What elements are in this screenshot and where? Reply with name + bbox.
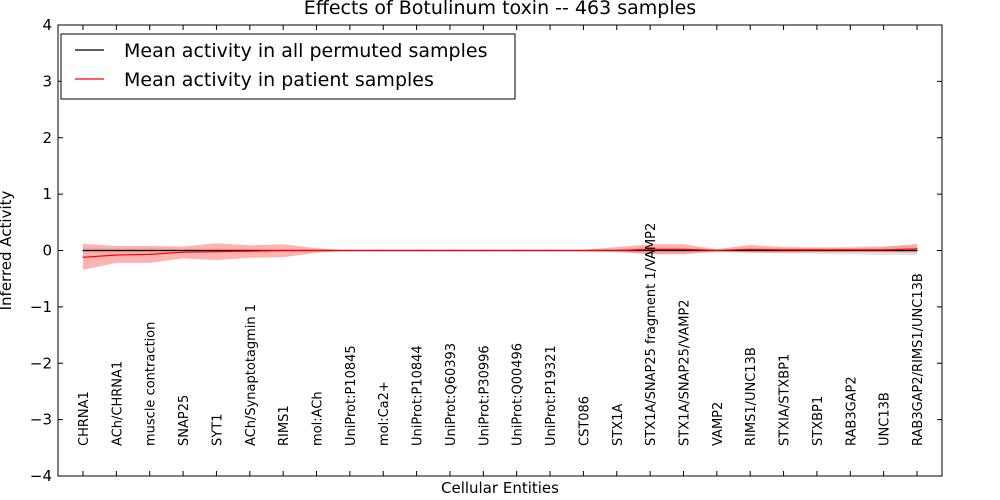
band-patient — [83, 243, 917, 270]
legend: Mean activity in all permuted samples Me… — [60, 33, 516, 100]
x-tick-label: muscle contraction — [144, 322, 159, 446]
y-tick-label: −1 — [30, 298, 52, 316]
point-permuted — [916, 249, 918, 252]
y-tick-label: −3 — [30, 411, 52, 429]
point-patient — [282, 249, 284, 252]
legend-label-patient: Mean activity in patient samples — [124, 69, 434, 91]
x-tick-label: UniProt:Q00496 — [511, 343, 526, 446]
x-tick-label: CST086 — [577, 396, 592, 446]
point-patient — [682, 248, 685, 250]
x-tick-label: UniProt:Q60393 — [444, 343, 459, 446]
point-patient — [516, 249, 518, 252]
point-patient — [149, 253, 151, 256]
point-patient — [916, 248, 918, 250]
y-tick-label: 0 — [42, 242, 52, 260]
point-permuted — [215, 249, 218, 252]
point-permuted — [149, 249, 151, 252]
point-patient — [382, 249, 384, 252]
point-patient — [816, 249, 818, 251]
x-tick-label: mol:ACh — [311, 391, 326, 446]
y-axis-label: Inferred Activity — [0, 190, 15, 310]
point-patient — [616, 249, 618, 252]
point-patient — [649, 248, 651, 250]
x-tick-label: CHRNA1 — [77, 391, 92, 446]
point-permuted — [682, 249, 685, 252]
point-patient — [349, 249, 351, 252]
x-tick-label: RIMS1/UNC13B — [744, 347, 759, 446]
x-tick-label: UniProt:P30996 — [477, 345, 492, 446]
x-tick-label: ACh/CHRNA1 — [110, 361, 125, 446]
y-tick-label: 1 — [42, 185, 52, 203]
point-patient — [849, 249, 851, 251]
point-permuted — [182, 249, 184, 252]
x-axis-label: Cellular Entities — [441, 479, 559, 497]
point-patient — [883, 249, 885, 251]
legend-box — [60, 33, 516, 100]
x-tick-label: ACh/Synaptotagmin 1 — [244, 304, 259, 446]
x-tick-label: VAMP2 — [711, 402, 726, 446]
x-tick-label: SYT1 — [210, 414, 225, 446]
x-tick-label: SNAP25 — [177, 395, 192, 446]
point-patient — [482, 249, 484, 252]
point-patient — [215, 251, 218, 253]
point-patient — [582, 249, 585, 252]
point-patient — [549, 249, 551, 252]
point-patient — [315, 249, 318, 252]
legend-label-permuted: Mean activity in all permuted samples — [124, 40, 487, 62]
chart-title: Effects of Botulinum toxin -- 463 sample… — [304, 0, 696, 19]
point-patient — [749, 248, 751, 250]
x-tick-label: RAB3GAP2 — [844, 376, 859, 446]
line-patient — [82, 248, 918, 258]
x-tick-label: RAB3GAP2/RIMS1/UNC13B — [911, 273, 926, 446]
x-tick-label: UniProt:P10845 — [344, 345, 359, 446]
point-permuted — [649, 249, 651, 252]
y-tick-label: 3 — [42, 72, 52, 90]
y-tick-label: 4 — [42, 16, 52, 34]
x-tick-label: UniProt:P10844 — [411, 345, 426, 446]
x-tick-label: UniProt:P19321 — [544, 345, 559, 446]
x-tick-label: mol:Ca2+ — [377, 381, 392, 446]
x-tick-label: STX1A/SNAP25 fragment 1/VAMP2 — [644, 223, 659, 446]
x-tick-label: STXIA/STXBP1 — [778, 354, 793, 446]
x-tick-label: UNC13B — [878, 392, 893, 446]
x-tick-label: STX1A/SNAP25/VAMP2 — [677, 299, 692, 446]
point-permuted — [115, 249, 117, 252]
y-tick-label: −2 — [30, 354, 52, 372]
point-patient — [182, 251, 184, 253]
y-tick-label: −4 — [30, 467, 52, 485]
point-permuted — [82, 249, 84, 252]
x-tick-label: STX1A — [611, 404, 626, 446]
point-patient — [782, 249, 785, 251]
point-patient — [449, 249, 451, 252]
x-tick-label: RIMS1 — [277, 405, 292, 446]
point-patient — [249, 250, 251, 252]
point-permuted — [749, 249, 751, 252]
x-tick-label: STXBP1 — [811, 396, 826, 446]
y-tick-label: 2 — [42, 129, 52, 147]
point-patient — [82, 256, 84, 258]
point-patient — [716, 249, 718, 252]
point-patient — [416, 249, 418, 252]
point-patient — [115, 254, 117, 256]
